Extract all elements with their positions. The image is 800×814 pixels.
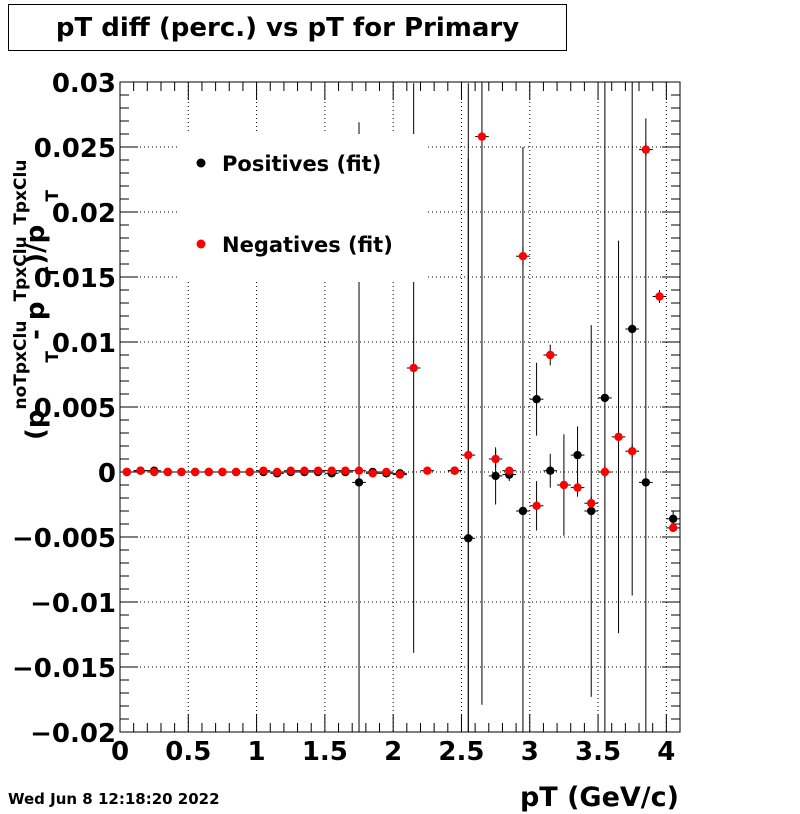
y-tick-label: 0.02	[52, 199, 116, 229]
data-point	[204, 467, 213, 477]
data-point	[587, 499, 596, 508]
data-point	[163, 467, 173, 477]
y-tick-label: −0.02	[30, 719, 116, 749]
data-point	[286, 466, 295, 475]
data-point	[573, 450, 582, 460]
data-point	[477, 132, 487, 141]
data-point	[546, 350, 555, 360]
data-point	[395, 470, 405, 479]
x-tick-label: 4	[657, 737, 675, 767]
data-point	[505, 466, 514, 475]
data-point	[641, 145, 651, 154]
y-tick-label: 0	[98, 459, 116, 489]
x-tick-label: 1.5	[302, 737, 348, 767]
data-point	[546, 466, 555, 475]
y-tick-labels: −0.02 −0.015 −0.01 −0.005 0 0.005 0.01 0.015 0.0…	[12, 69, 116, 749]
y-tick-label: −0.015	[12, 654, 116, 684]
data-point	[341, 466, 350, 475]
data-point	[423, 466, 432, 475]
data-point	[668, 523, 678, 533]
data-point	[122, 467, 132, 477]
data-point	[573, 483, 582, 492]
legend: Positives (fit) Negatives (fit)	[178, 134, 428, 282]
data-point	[600, 393, 610, 403]
data-point	[259, 466, 268, 475]
plot-frame	[119, 81, 681, 733]
data-point	[559, 480, 569, 490]
data-point	[354, 466, 364, 475]
data-point	[464, 450, 473, 460]
data-point	[655, 292, 664, 301]
data-point	[668, 514, 678, 523]
data-point	[600, 467, 610, 477]
y-axis-title: (pnoTpxClu T - pTpxClu T)/pTpxClu T	[11, 160, 63, 440]
legend-label-positives: Positives (fit)	[222, 152, 381, 176]
data-point	[491, 471, 500, 481]
legend-box	[178, 134, 428, 282]
data-point	[136, 466, 145, 475]
y-tick-label: 0.025	[34, 134, 116, 164]
x-tick-label: 2	[384, 737, 402, 767]
y-tick-label: 0.03	[52, 69, 116, 99]
data-point	[382, 467, 391, 477]
data-point	[368, 469, 377, 478]
x-tick-label: 3	[521, 737, 539, 767]
data-point	[218, 467, 227, 477]
x-tick-label: 2.5	[438, 737, 484, 767]
data-point	[450, 466, 459, 475]
data-point	[300, 466, 309, 475]
data-point	[627, 447, 637, 456]
y-tick-label: −0.005	[12, 524, 116, 554]
legend-marker-negatives	[196, 239, 206, 249]
data-point	[641, 478, 651, 487]
data-point	[327, 466, 336, 475]
x-tick-label: 1	[248, 737, 266, 767]
chart-title: pT diff (perc.) vs pT for Primary	[8, 4, 567, 51]
y-tick-label: 0.005	[34, 394, 116, 424]
legend-marker-positives	[196, 158, 206, 168]
data-point	[518, 252, 528, 261]
data-point	[190, 467, 200, 477]
data-point	[532, 395, 541, 404]
legend-label-negatives: Negatives (fit)	[222, 233, 393, 257]
data-point	[491, 454, 500, 464]
data-point	[627, 324, 637, 334]
data-point	[177, 467, 186, 477]
data-point	[409, 363, 418, 373]
timestamp: Wed Jun 8 12:18:20 2022	[8, 790, 220, 808]
data-point	[313, 466, 323, 475]
y-tick-label: 0.01	[52, 329, 116, 359]
x-axis-title: pT (GeV/c)	[520, 782, 679, 813]
data-point	[587, 506, 596, 516]
data-point	[272, 467, 282, 477]
y-tick-label: −0.01	[30, 589, 116, 619]
data-point	[614, 432, 623, 442]
data-point	[245, 467, 254, 477]
data-point	[149, 467, 159, 477]
data-point	[354, 478, 364, 487]
x-tick-labels: 0 0.5 1 1.5 2 2.5 3 3.5 4	[111, 737, 675, 767]
data-point	[518, 506, 528, 516]
axis-ticks	[119, 81, 681, 733]
x-tick-label: 0	[111, 737, 129, 767]
data-point	[231, 467, 241, 477]
data-point	[532, 501, 541, 510]
y-tick-label: 0.015	[34, 264, 116, 294]
x-tick-label: 0.5	[165, 737, 211, 767]
x-tick-label: 3.5	[575, 737, 621, 767]
